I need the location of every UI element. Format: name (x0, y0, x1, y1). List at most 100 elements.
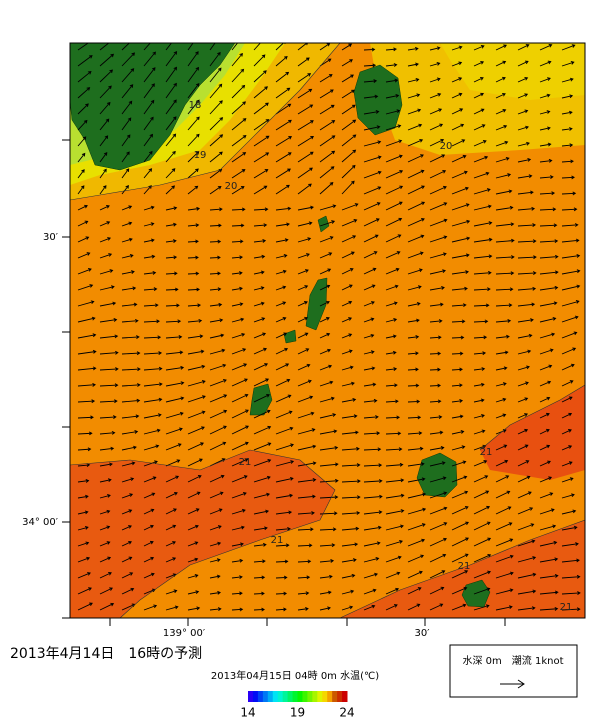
arrow (495, 173, 512, 179)
arrow (143, 444, 160, 451)
arrow (253, 54, 266, 67)
arrow (143, 270, 157, 275)
arrow (539, 93, 551, 99)
arrow (451, 123, 465, 131)
arrow (319, 543, 336, 548)
arrow (539, 524, 557, 531)
arrow (385, 217, 403, 227)
arrow (561, 253, 581, 259)
arrow (231, 169, 246, 179)
arrow (209, 333, 225, 339)
colorbar: 14 19 24 (240, 691, 355, 720)
arrow (517, 523, 535, 531)
colorbar-cell (337, 691, 343, 702)
arrow (407, 367, 419, 372)
arrow (517, 271, 537, 275)
arrow (407, 523, 426, 531)
arrow (143, 168, 153, 179)
arrow (407, 268, 423, 275)
arrow (187, 606, 201, 611)
arrow (297, 301, 308, 307)
arrow (495, 554, 514, 563)
arrow (297, 167, 313, 179)
arrow (165, 116, 177, 131)
arrow (495, 238, 515, 243)
arrow (473, 204, 492, 211)
arrow (495, 459, 509, 467)
arrow (495, 444, 508, 451)
arrow (99, 253, 113, 259)
arrow (99, 221, 111, 227)
arrow (539, 77, 551, 83)
arrow (275, 410, 293, 419)
arrow (253, 442, 272, 451)
arrow (363, 110, 380, 115)
contour-label: 21 (458, 561, 471, 572)
arrow (99, 53, 115, 67)
arrow (517, 125, 529, 131)
arrow (407, 477, 426, 483)
arrow (561, 558, 580, 563)
arrow (231, 348, 247, 355)
arrow (517, 141, 530, 147)
arrow (495, 156, 510, 163)
arrow (297, 43, 308, 51)
arrow (77, 252, 91, 259)
arrow (561, 445, 573, 451)
arrow (429, 586, 445, 595)
arrow (407, 201, 426, 211)
arrow (77, 300, 95, 307)
arrow (165, 82, 177, 99)
arrow (187, 287, 201, 292)
arrow (231, 458, 249, 467)
arrow (473, 570, 492, 579)
frame-ticks (62, 139, 506, 626)
title: 2013年4月14日 16時の予測 (10, 646, 202, 662)
arrow (165, 51, 178, 67)
arrow (517, 333, 533, 339)
arrow (407, 383, 420, 388)
colorbar-tick-label: 19 (290, 706, 305, 720)
arrow (275, 526, 291, 531)
arrow (363, 556, 380, 563)
arrow (231, 542, 244, 547)
arrow (495, 189, 513, 195)
arrow (341, 463, 361, 468)
arrow (231, 317, 245, 323)
arrow (209, 100, 223, 115)
arrow (165, 335, 183, 339)
arrow (451, 414, 464, 419)
arrow (341, 397, 357, 403)
arrow (187, 590, 200, 595)
arrow (385, 462, 404, 467)
arrow (319, 380, 334, 387)
arrow (561, 396, 573, 403)
arrow (451, 586, 468, 595)
arrow (539, 508, 555, 515)
arrow (561, 429, 572, 435)
arrow (253, 393, 270, 403)
arrow (209, 186, 222, 195)
arrow (319, 445, 339, 451)
arrow (539, 492, 554, 499)
arrow (451, 603, 467, 611)
arrow (275, 269, 287, 275)
arrow (495, 366, 508, 371)
arrow (407, 123, 423, 131)
arrow (385, 524, 404, 531)
arrow (77, 526, 89, 531)
arrow (473, 76, 484, 83)
arrow (341, 414, 358, 419)
arrow (275, 575, 288, 580)
arrow (429, 399, 442, 404)
arrow (539, 316, 557, 323)
arrow (275, 394, 292, 403)
arrow (143, 238, 155, 243)
arrow (143, 99, 155, 115)
arrow (209, 363, 227, 371)
arrow (561, 223, 579, 227)
arrow (275, 222, 290, 227)
arrow (297, 237, 312, 243)
arrow (297, 478, 317, 483)
arrow (187, 66, 200, 83)
